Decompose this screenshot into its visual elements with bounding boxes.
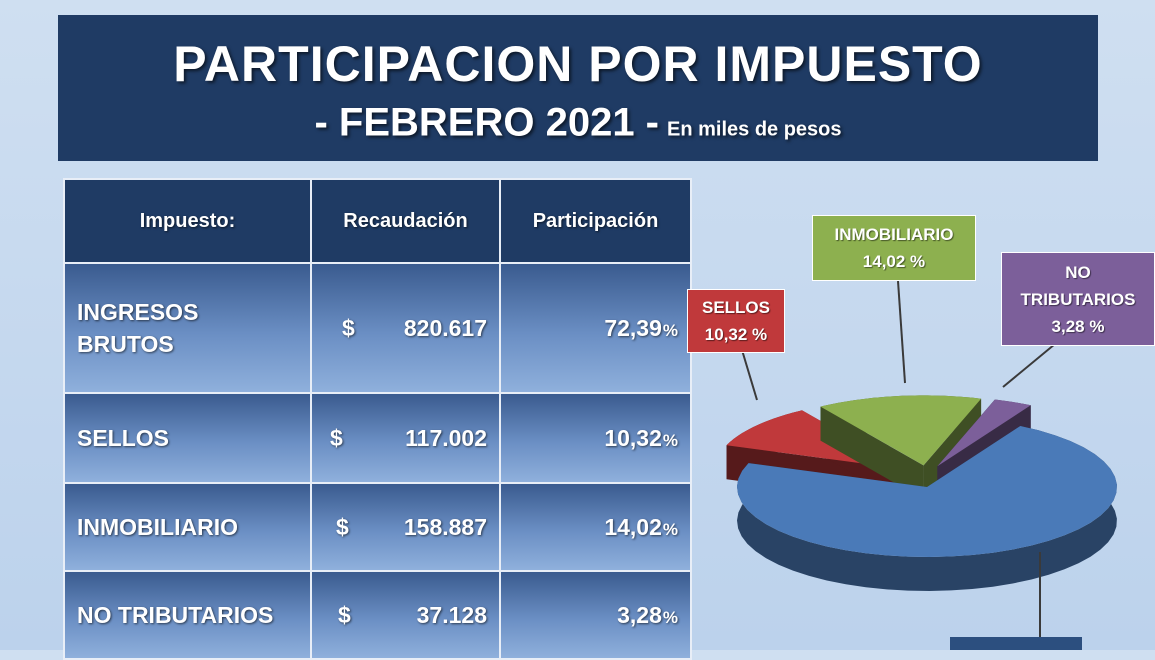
tax-name-cell: INMOBILIARIO: [63, 482, 312, 572]
leader-line-2: [1002, 343, 1056, 388]
currency-symbol: $: [330, 424, 343, 451]
pct-symbol: %: [662, 607, 678, 627]
currency-symbol: $: [336, 513, 349, 540]
pie-slice-side-0: [737, 426, 1117, 591]
pct-cell: 3,28%: [499, 570, 692, 660]
currency-symbol: $: [338, 601, 351, 628]
tax-table: Impuesto: Recaudación Participación INGR…: [63, 178, 692, 660]
subtitle-text: - FEBRERO 2021 -: [314, 100, 659, 145]
pct-symbol: %: [662, 320, 678, 340]
pie-slice-no-tributarios: [937, 399, 1031, 467]
pct-value: 72,39: [604, 314, 662, 341]
leader-line-1: [897, 280, 906, 384]
pie-slice-ingresos-brutos: [737, 426, 1117, 557]
currency-symbol: $: [342, 314, 355, 341]
label-ingresos-partial: [950, 637, 1082, 650]
table-row: INMOBILIARIO $158.887 14,02%: [63, 482, 692, 572]
label-no-tributarios-line2: TRIBUTARIOS: [1020, 289, 1136, 309]
label-sellos-value: 10,32 %: [704, 325, 768, 344]
amount-cell: $158.887: [310, 482, 501, 572]
title-banner: PARTICIPACION POR IMPUESTO - FEBRERO 202…: [58, 15, 1098, 161]
pct-value: 14,02: [604, 513, 662, 540]
page-title: PARTICIPACION POR IMPUESTO: [173, 36, 983, 92]
amount-cell: $117.002: [310, 392, 501, 484]
label-no-tributarios-line1: NO: [1065, 262, 1091, 282]
column-header-impuesto: Impuesto:: [63, 178, 312, 264]
column-header-participacion: Participación: [499, 178, 692, 264]
amount-value: 117.002: [405, 424, 487, 451]
label-sellos: SELLOS 10,32 %: [687, 289, 785, 353]
tax-name-cell: INGRESOS BRUTOS: [63, 262, 312, 394]
amount-cell: $37.128: [310, 570, 501, 660]
pct-cell: 72,39%: [499, 262, 692, 394]
table-row: SELLOS $117.002 10,32%: [63, 392, 692, 484]
leader-line-0: [741, 349, 758, 401]
amount-value: 37.128: [416, 601, 487, 628]
label-inmobiliario-name: INMOBILIARIO: [834, 225, 954, 244]
units-note: En miles de pesos: [667, 118, 842, 141]
pie-slice-wall-2-0: [820, 406, 924, 500]
page-subtitle: - FEBRERO 2021 - En miles de pesos: [58, 101, 1098, 146]
amount-value: 158.887: [403, 513, 487, 540]
label-sellos-name: SELLOS: [701, 298, 770, 317]
label-inmobiliario: INMOBILIARIO 14,02 %: [812, 215, 976, 281]
pct-symbol: %: [662, 519, 678, 539]
tax-name-cell: SELLOS: [63, 392, 312, 484]
label-no-tributarios-value: 3,28 %: [1051, 316, 1105, 336]
pct-value: 10,32: [604, 424, 662, 451]
pie-slice-inmobiliario: [820, 395, 982, 466]
pct-symbol: %: [662, 430, 678, 450]
amount-cell: $820.617: [310, 262, 501, 394]
column-header-recaudacion: Recaudación: [310, 178, 501, 264]
pct-cell: 14,02%: [499, 482, 692, 572]
pct-value: 3,28: [617, 601, 662, 628]
table-row: INGRESOS BRUTOS $820.617 72,39%: [63, 262, 692, 394]
tax-name-cell: NO TRIBUTARIOS: [63, 570, 312, 660]
table-header-row: Impuesto: Recaudación Participación: [63, 178, 692, 264]
amount-value: 820.617: [403, 314, 487, 341]
pct-cell: 10,32%: [499, 392, 692, 484]
label-inmobiliario-value: 14,02 %: [862, 252, 926, 271]
table-row: NO TRIBUTARIOS $37.128 3,28%: [63, 570, 692, 660]
label-no-tributarios: NO TRIBUTARIOS 3,28 %: [1001, 252, 1155, 346]
